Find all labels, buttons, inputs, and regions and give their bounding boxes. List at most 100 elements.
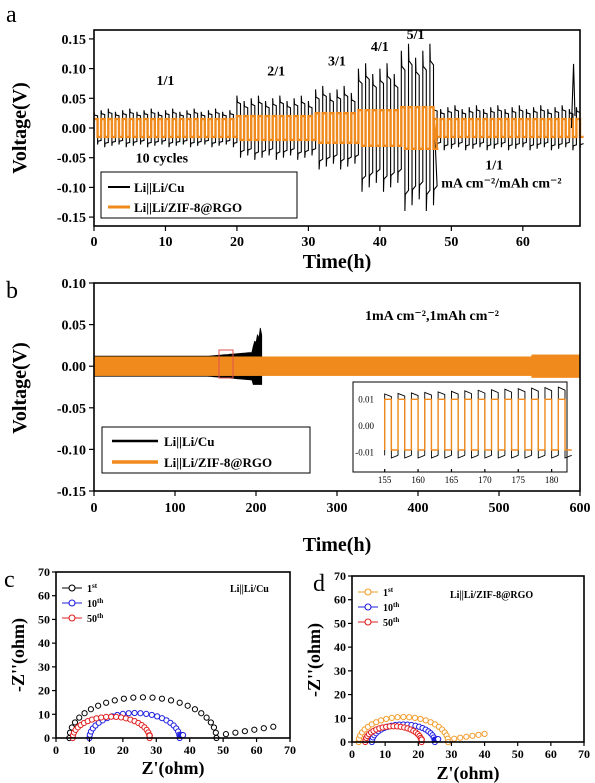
panel-c-series-0-point-4 xyxy=(76,714,83,721)
panel-b-inset-plot xyxy=(383,386,572,459)
panel-a-annotation-7: mA cm⁻²/mAh cm⁻² xyxy=(441,176,561,191)
panel-b-inset-y-tick-label-1: 0.00 xyxy=(358,421,374,431)
panel-a-y-ticks: -0.15 -0.10 -0.05 0.00 0.05 0.10 0.15 xyxy=(57,33,94,226)
panel-d-y-tick-label-7: 70 xyxy=(334,569,346,583)
panel-b-zoom-box xyxy=(218,349,234,379)
panel-d-legend-label-2: 50th xyxy=(383,616,399,629)
panel-c-series-0-point-9 xyxy=(111,697,118,704)
panel-b-y-ticks: -0.15 -0.10 -0.05 0.00 0.05 0.10 xyxy=(57,277,94,500)
panel-a-y-tick-label-1: -0.10 xyxy=(57,181,86,196)
panel-a: a 0 10 20 30 40 50 60 -0.15 -0.10 -0.05 0.00 0.05 0… xyxy=(6,2,584,273)
panel-c-series-1-point-15 xyxy=(148,711,155,719)
panel-a-annotations: 1/1 2/1 3/1 4/1 5/1 10 cycles 1/1 mA cm⁻²/mAh c… xyxy=(136,28,562,191)
panel-c-series-2-point-10 xyxy=(98,714,105,721)
panel-a-annotation-3: 4/1 xyxy=(371,40,389,55)
panel-a-annotation-0: 1/1 xyxy=(157,74,175,89)
panel-c: c 0 10 20 30 40 50 60 70 0 10 20 30 40 50 60 70 Li||Li… xyxy=(4,565,296,779)
panel-c-x-tick-label-7: 70 xyxy=(284,743,296,757)
panel-b-y-tick-label-0: -0.15 xyxy=(57,485,86,500)
panel-c-x-tick-label-0: 0 xyxy=(53,743,59,757)
panel-b-legend-cu-label: Li||Li/Cu xyxy=(164,434,215,449)
panel-c-series-2-point-11 xyxy=(103,713,110,721)
panel-c-legend-label-sup-2: th xyxy=(97,612,103,620)
panel-d-series-0-point-13 xyxy=(406,714,413,721)
panel-c-series-0-point-12 xyxy=(139,694,147,701)
panel-c-y-tick-label-4: 40 xyxy=(38,636,50,650)
panel-d-x-tick-label-1: 10 xyxy=(379,747,391,761)
panel-c-x-tick-label-5: 50 xyxy=(217,743,229,757)
panel-a-x-ticks: 0 10 20 30 40 50 60 xyxy=(91,226,530,250)
panel-b-inset-y-tick-label-0: -0.01 xyxy=(355,448,374,458)
panel-d-y-tick-label-2: 20 xyxy=(334,688,346,702)
panel-c-series-0-point-10 xyxy=(120,695,127,702)
panel-c-y-tick-label-3: 30 xyxy=(38,660,50,674)
panel-d-series-0-tail-2 xyxy=(457,734,464,741)
panel-a-x-tick-label-3: 30 xyxy=(301,235,315,250)
panel-c-series-2-point-13 xyxy=(113,713,120,721)
panel-b-legend-box xyxy=(101,426,311,474)
panel-a-x-tick-label-2: 20 xyxy=(230,235,244,250)
panel-c-series-0-point-14 xyxy=(158,695,166,702)
panel-c-series-0-point-13 xyxy=(149,694,156,701)
panel-b-inset-x-tick-label-0: 155 xyxy=(378,475,392,485)
panel-b-inset: 155 160 165 170 175 180 -0.01 0.00 0.01 xyxy=(352,381,572,485)
panel-c-series-1-point-14 xyxy=(143,710,150,717)
panel-c-x-tick-label-6: 60 xyxy=(251,743,263,757)
panel-a-letter: a xyxy=(6,2,17,28)
panel-d-series-2 xyxy=(362,723,425,746)
panel-b-x-tick-label-2: 200 xyxy=(246,501,267,516)
panel-a-y-tick-label-4: 0.05 xyxy=(62,92,87,107)
panel-b-x-label: Time(h) xyxy=(303,534,372,556)
panel-a-x-tick-label-6: 60 xyxy=(516,235,530,250)
panel-d-x-tick-label-6: 60 xyxy=(545,747,557,761)
panel-d-x-tick-label-7: 70 xyxy=(578,747,590,761)
panel-b-x-tick-label-5: 500 xyxy=(489,501,510,516)
panel-c-x-tick-label-2: 20 xyxy=(117,743,129,757)
panel-c-series-2 xyxy=(69,713,153,742)
panel-b-y-label: Voltage(V) xyxy=(9,342,31,433)
panel-b-x-ticks: 0 100 200 300 400 500 600 xyxy=(91,491,591,516)
panel-b-series-cu xyxy=(93,327,263,385)
panel-d-y-tick-label-5: 50 xyxy=(334,616,346,630)
panel-b-y-tick-label-1: -0.10 xyxy=(57,443,86,458)
panel-c-series-2-point-12 xyxy=(108,713,115,720)
panel-c-series-0-tail-5 xyxy=(260,725,267,732)
panel-d-plot xyxy=(355,713,488,746)
panel-d-x-ticks: 0 10 20 30 40 50 60 70 xyxy=(349,742,590,761)
panel-c-series-1-point-11 xyxy=(125,710,132,717)
panel-c-legend-marker-0 xyxy=(68,584,76,592)
panel-a-annotation-4: 5/1 xyxy=(407,28,425,43)
panel-d-series-0-point-10 xyxy=(388,714,395,721)
panel-c-legend: 1st 10th 50th xyxy=(62,582,103,625)
panel-c-y-tick-label-6: 60 xyxy=(38,589,50,603)
panel-c-series-0-point-22 xyxy=(210,724,218,731)
panel-c-x-tick-label-3: 30 xyxy=(150,743,162,757)
panel-d-series-0-tail-3 xyxy=(463,733,470,740)
panel-b-inset-x-tick-label-4: 175 xyxy=(512,475,526,485)
panel-c-letter: c xyxy=(4,567,15,593)
panel-c-y-tick-label-5: 50 xyxy=(38,612,50,626)
panel-d-series-1-tail-6 xyxy=(435,736,442,743)
panel-d-y-tick-label-4: 40 xyxy=(334,640,346,654)
panel-c-legend-marker-2 xyxy=(68,614,76,622)
panel-d-x-tick-label-3: 30 xyxy=(445,747,457,761)
panel-d-frame xyxy=(351,575,585,743)
panel-a-x-tick-label-5: 50 xyxy=(444,235,458,250)
panel-a-y-tick-label-3: 0.00 xyxy=(62,122,87,137)
panel-b-x-tick-label-1: 100 xyxy=(165,501,186,516)
panel-c-series-0-point-19 xyxy=(198,710,205,717)
panel-c-series-0 xyxy=(66,694,277,742)
panel-a-y-tick-label-0: -0.15 xyxy=(57,211,86,226)
panel-a-annotation-6: 1/1 xyxy=(485,159,503,174)
panel-a-y-tick-label-5: 0.10 xyxy=(62,63,87,78)
panel-d-series-0-point-15 xyxy=(417,715,424,723)
panel-d-legend-label-0: 1st xyxy=(383,586,394,599)
panel-c-series-0-point-3 xyxy=(71,719,79,726)
panel-c-y-ticks: 0 10 20 30 40 50 60 70 xyxy=(38,565,56,745)
panel-a-x-tick-label-0: 0 xyxy=(91,235,98,250)
panel-b-condition: 1mA cm⁻²,1mAh cm⁻² xyxy=(365,309,499,324)
panel-d-series-0-tail-4 xyxy=(469,732,476,739)
panel-b-x-tick-label-0: 0 xyxy=(91,501,98,516)
panel-a-annotation-1: 2/1 xyxy=(267,65,285,80)
panel-d-series-0-point-14 xyxy=(411,714,419,721)
